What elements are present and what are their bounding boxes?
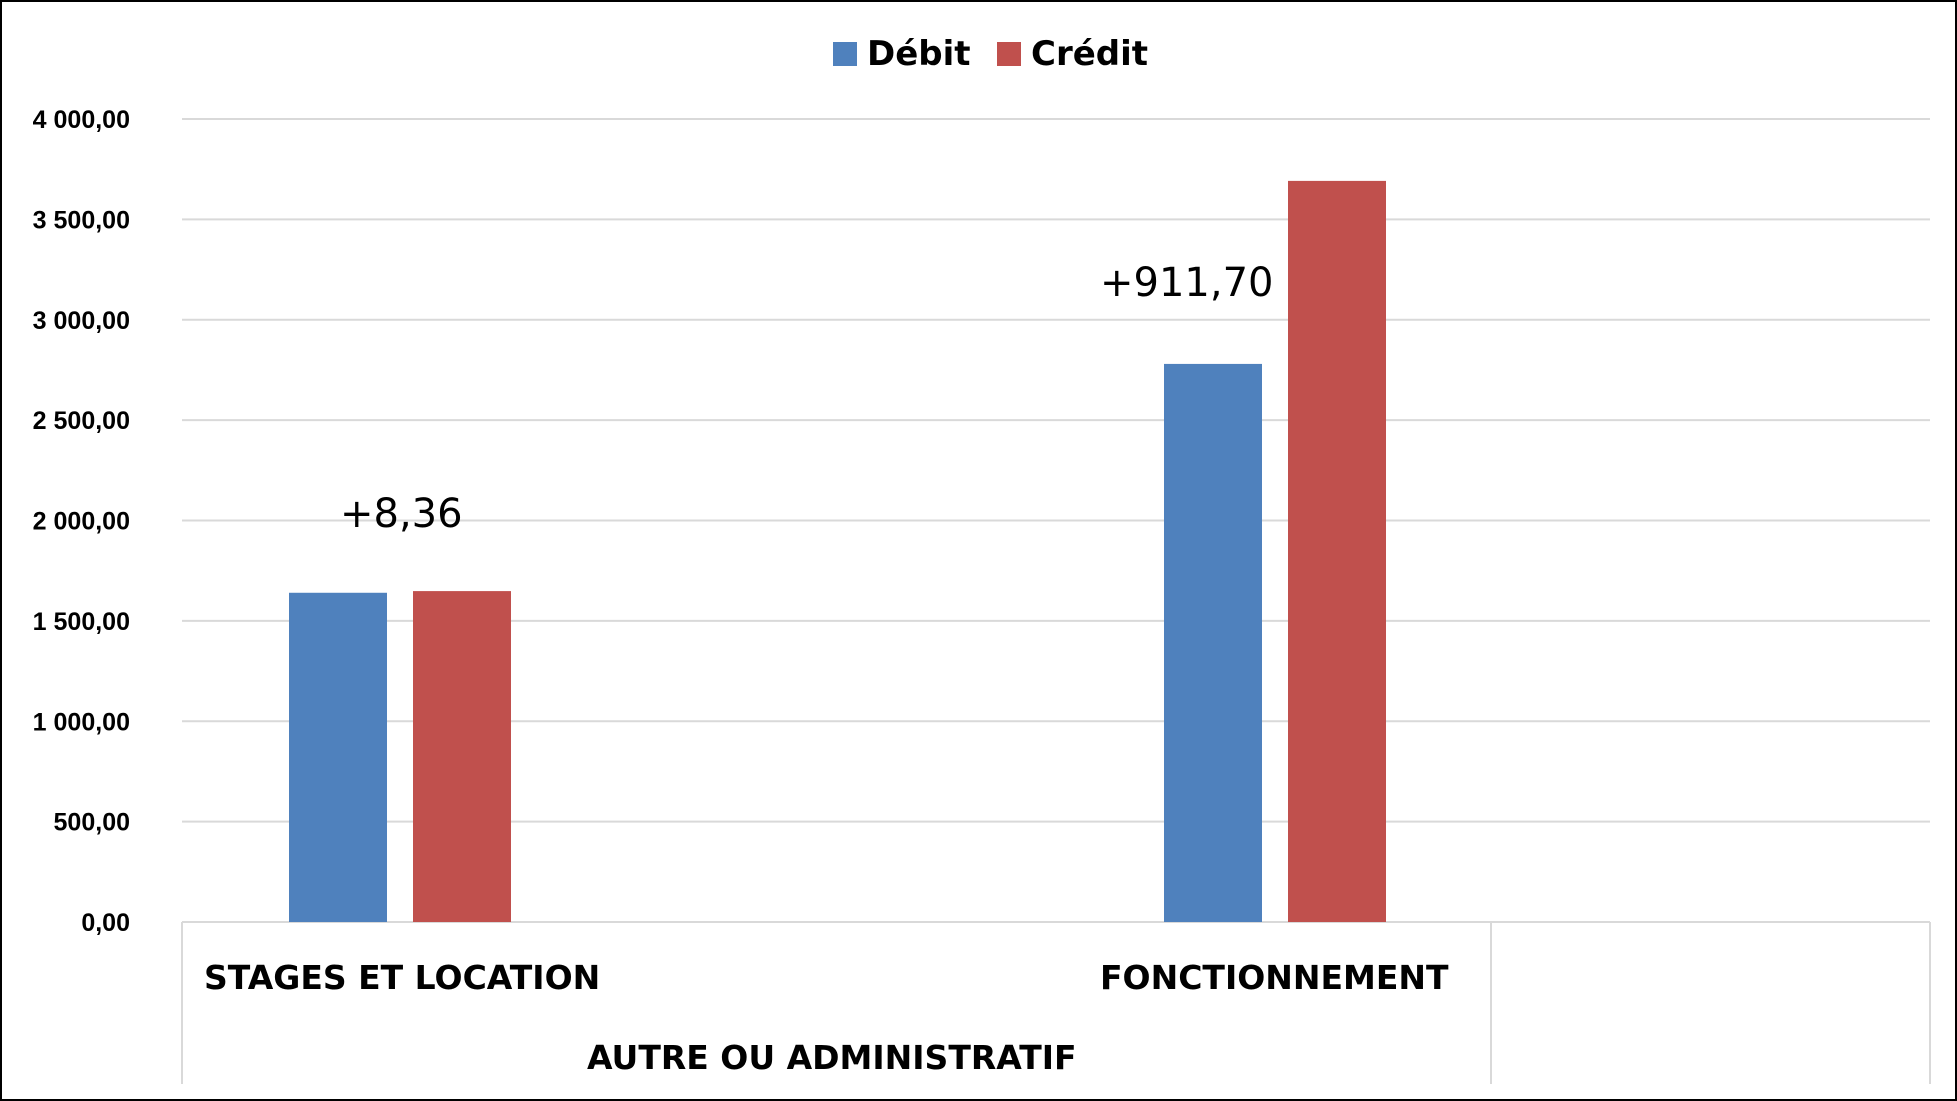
difference-annotation-stages: +8,36 <box>340 491 463 537</box>
y-tick-label: 1 000,00 <box>33 708 130 736</box>
y-tick-label: 2 500,00 <box>33 407 130 435</box>
y-tick-label: 3 500,00 <box>33 206 130 234</box>
y-tick-label: 3 000,00 <box>33 307 130 335</box>
bars <box>289 180 1386 922</box>
y-tick-label: 1 500,00 <box>33 608 130 636</box>
y-tick-label: 0,00 <box>81 909 130 937</box>
y-axis-tick-labels: 0,00 500,00 1 000,00 1 500,00 2 000,00 2 500,… <box>33 106 130 937</box>
bar-credit-0 <box>413 591 511 922</box>
y-tick-label: 4 000,00 <box>33 106 130 134</box>
legend-swatch-credit <box>997 42 1021 66</box>
legend-swatch-debit <box>833 42 857 66</box>
category-label-stages: STAGES ET LOCATION <box>204 958 600 997</box>
bar-debit-1 <box>1164 363 1262 922</box>
difference-annotation-fonctionnement: +911,70 <box>1100 260 1273 306</box>
legend: Débit Crédit <box>833 34 1148 74</box>
category-label-fonctionnement: FONCTIONNEMENT <box>1100 958 1449 997</box>
labels: STAGES ET LOCATION FONCTIONNEMENT AUTRE … <box>204 260 1449 1077</box>
legend-label-credit: Crédit <box>1031 34 1148 74</box>
y-tick-label: 500,00 <box>54 809 130 837</box>
y-tick-label: 2 000,00 <box>33 508 130 536</box>
bar-debit-0 <box>289 592 387 922</box>
bar-credit-1 <box>1288 180 1386 922</box>
group-label-autre-administratif: AUTRE OU ADMINISTRATIF <box>587 1038 1077 1077</box>
legend-label-debit: Débit <box>867 34 971 74</box>
